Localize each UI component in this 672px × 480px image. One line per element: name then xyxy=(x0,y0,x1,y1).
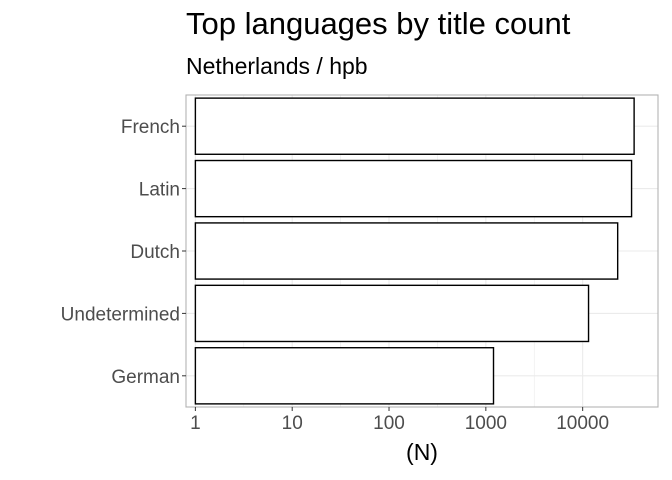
y-tick-label: German xyxy=(111,367,180,388)
chart-subtitle: Netherlands / hpb xyxy=(186,53,368,79)
x-tick-label: 100 xyxy=(373,413,405,434)
bar-dutch xyxy=(194,222,619,280)
bar-german xyxy=(194,347,495,405)
x-tick-label: 10000 xyxy=(556,413,609,434)
bar-undetermined xyxy=(194,284,590,343)
x-tick-label: 1000 xyxy=(465,413,507,434)
x-tick-label: 1 xyxy=(190,413,201,434)
x-axis-title: (N) xyxy=(406,439,438,465)
y-tick-label: Undetermined xyxy=(61,304,180,325)
x-axis-ticks: 1 10 100 1000 10000 xyxy=(190,407,609,434)
bar-latin xyxy=(194,159,633,218)
y-axis-ticks: French Latin Dutch Undetermined German xyxy=(61,117,186,388)
y-tick-label: Dutch xyxy=(130,242,180,263)
chart-title: Top languages by title count xyxy=(186,6,571,41)
bar-french xyxy=(194,97,635,155)
bars xyxy=(194,97,635,405)
x-tick-label: 10 xyxy=(282,413,303,434)
y-tick-label: French xyxy=(121,117,180,138)
y-tick-label: Latin xyxy=(139,180,180,201)
